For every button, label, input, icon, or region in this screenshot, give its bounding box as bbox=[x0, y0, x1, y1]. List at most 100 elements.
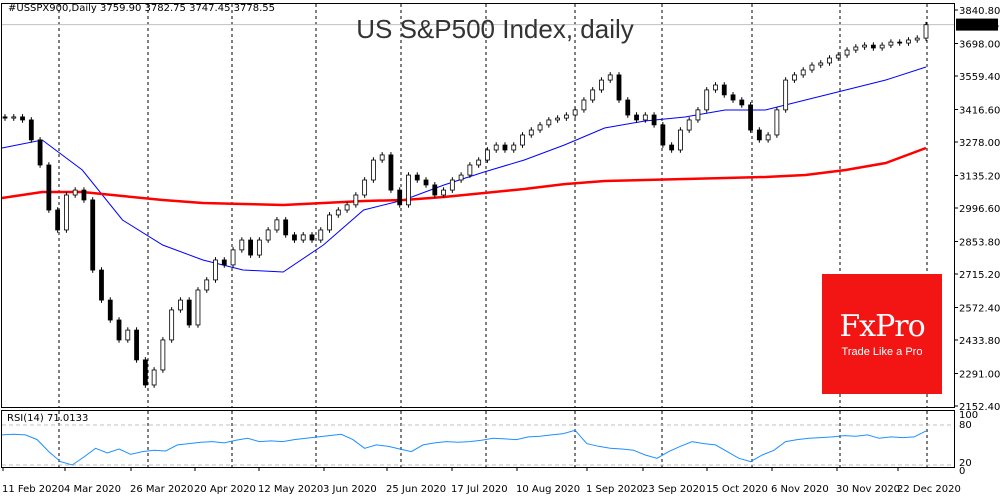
candle-body bbox=[730, 94, 736, 101]
candle-body bbox=[739, 99, 745, 106]
candle bbox=[125, 327, 131, 343]
candle bbox=[537, 122, 543, 133]
candle-body bbox=[660, 124, 666, 146]
candle bbox=[37, 137, 43, 168]
candle-body bbox=[476, 159, 482, 166]
x-tick-label: 30 Nov 2020 bbox=[836, 484, 900, 495]
candle-body bbox=[300, 234, 306, 241]
candle-body bbox=[248, 239, 254, 256]
candle-body bbox=[695, 109, 701, 121]
candle bbox=[2, 114, 8, 121]
candle bbox=[248, 237, 254, 258]
candle bbox=[449, 177, 455, 193]
x-tick-label: 12 May 2020 bbox=[258, 484, 323, 495]
y-tick-label: 2572.40 bbox=[959, 303, 1000, 314]
candle-body bbox=[90, 199, 96, 271]
candle-body bbox=[81, 189, 87, 201]
candle bbox=[81, 187, 87, 203]
rsi-panel-border bbox=[1, 410, 955, 468]
candle-body bbox=[283, 219, 289, 236]
candle-body bbox=[274, 219, 280, 231]
candle-body bbox=[748, 104, 753, 131]
candle-body bbox=[292, 234, 297, 241]
candle-body bbox=[862, 44, 867, 48]
candle bbox=[362, 177, 368, 198]
candle-body bbox=[116, 319, 122, 341]
candle-body bbox=[256, 239, 262, 256]
rsi-line bbox=[1, 429, 927, 466]
candle-body bbox=[432, 184, 438, 196]
candle-body bbox=[607, 74, 613, 81]
chart-title: US S&P500 Index, daily bbox=[356, 14, 634, 44]
candle bbox=[476, 157, 482, 168]
candle bbox=[142, 357, 148, 388]
candle bbox=[493, 142, 499, 153]
candle-body bbox=[449, 179, 455, 191]
candle bbox=[134, 327, 139, 363]
candle bbox=[344, 202, 350, 213]
candle bbox=[853, 44, 859, 53]
candle bbox=[160, 337, 166, 373]
candle-body bbox=[213, 259, 218, 281]
candle-body bbox=[335, 209, 341, 216]
candle bbox=[283, 217, 289, 238]
candle bbox=[669, 142, 675, 153]
candle-body bbox=[362, 179, 368, 196]
candle-body bbox=[923, 24, 929, 39]
candle bbox=[388, 152, 394, 193]
candle bbox=[327, 212, 332, 233]
candle bbox=[774, 107, 780, 138]
x-tick-label: 25 Jun 2020 bbox=[386, 484, 446, 495]
candle bbox=[520, 132, 525, 148]
rsi-label: RSI(14) 71.0133 bbox=[7, 413, 89, 424]
candle bbox=[318, 227, 324, 243]
candle bbox=[844, 47, 850, 58]
candle bbox=[616, 72, 622, 103]
x-tick-label: 4 Mar 2020 bbox=[64, 484, 121, 495]
candle bbox=[783, 77, 789, 113]
candle bbox=[467, 162, 473, 178]
candle bbox=[64, 192, 69, 233]
y-tick-label: 3840.80 bbox=[959, 6, 1000, 17]
candle bbox=[406, 172, 411, 208]
candle-body bbox=[195, 289, 201, 326]
candle bbox=[28, 117, 34, 143]
candle bbox=[292, 232, 297, 243]
candle bbox=[432, 182, 438, 198]
candle-body bbox=[423, 179, 429, 186]
last-price-badge bbox=[956, 18, 998, 31]
candle-body bbox=[64, 194, 69, 231]
candle-body bbox=[853, 46, 859, 51]
candle-body bbox=[906, 39, 911, 44]
ma-red-line bbox=[1, 146, 927, 207]
candle-body bbox=[827, 57, 832, 64]
candle-body bbox=[72, 189, 78, 196]
candle bbox=[888, 39, 894, 48]
candle bbox=[99, 267, 104, 303]
candle-body bbox=[546, 119, 552, 126]
ma-blue-line bbox=[1, 66, 927, 273]
candle-body bbox=[502, 144, 508, 151]
candle-body bbox=[37, 139, 43, 166]
candle bbox=[651, 112, 657, 128]
rsi-level-label: 100 bbox=[959, 410, 978, 421]
symbol-header: #USSPX900,Daily 3759.90 3782.75 3747.45 … bbox=[8, 3, 275, 14]
candle-body bbox=[344, 204, 350, 211]
candle bbox=[914, 35, 920, 43]
candle-body bbox=[309, 234, 315, 241]
candle-body bbox=[178, 299, 183, 311]
y-tick-label: 3278.00 bbox=[959, 138, 1000, 149]
candle bbox=[739, 97, 745, 108]
candle bbox=[607, 72, 613, 83]
candle bbox=[414, 172, 420, 183]
x-tick-label: 17 Jul 2020 bbox=[451, 484, 508, 495]
fxpro-logo: FxPro Trade Like a Pro bbox=[822, 274, 942, 394]
candle-body bbox=[563, 114, 569, 119]
y-tick-label: 3135.20 bbox=[959, 171, 1000, 182]
candle bbox=[423, 177, 429, 188]
candle-body bbox=[327, 214, 332, 231]
x-tick-label: 23 Sep 2020 bbox=[642, 484, 705, 495]
candle-body bbox=[28, 119, 34, 141]
candle-body bbox=[239, 239, 245, 251]
candle-body bbox=[318, 229, 324, 241]
